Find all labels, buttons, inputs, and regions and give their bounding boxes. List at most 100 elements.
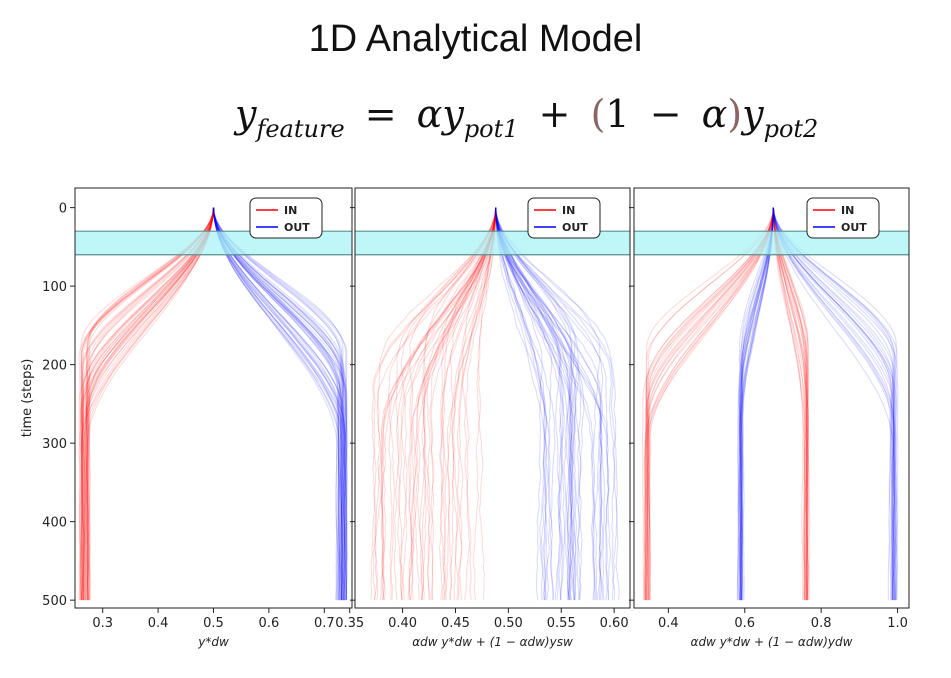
in-trajectory [86,207,215,601]
x-tick-label: 0.6 [259,616,280,631]
in-trajectory [422,207,497,601]
legend-label-out: OUT [284,221,310,234]
in-trajectory [646,207,774,601]
out-trajectory [736,207,774,601]
in-trajectory [649,207,774,601]
out-trajectory [212,207,347,601]
in-trajectory [83,207,215,601]
out-trajectory [212,207,339,601]
in-trajectory [79,207,215,601]
out-trajectory [495,207,580,601]
in-trajectory [395,207,497,601]
out-trajectory [495,207,603,601]
x-tick-label: 0.45 [441,616,470,631]
out-trajectory [495,207,570,601]
in-trajectory [85,207,215,601]
out-trajectory [212,207,346,601]
in-trajectory [772,207,808,601]
in-trajectory [417,207,497,601]
chart-panel-2: 0.35 0.40 0.45 0.50 0.55 0.60 αdw y*dw + (1 − … [335,187,631,649]
in-trajectory [380,207,497,601]
out-trajectory [212,207,348,601]
chart-panel-1: 0.3 0.4 0.5 0.6 0.7 0 100 200 300 400 500 time (ste… [20,187,353,649]
in-trajectory [772,207,806,601]
out-trajectory [212,207,347,601]
in-trajectory [772,207,807,601]
out-trajectory [212,207,348,601]
out-trajectory [495,207,554,601]
in-trajectory [445,207,497,601]
in-trajectory [78,207,215,601]
out-trajectory [772,207,897,601]
out-trajectory [495,207,596,601]
out-trajectory [495,207,585,601]
out-trajectory [739,207,774,601]
out-trajectory [772,207,895,601]
in-trajectory [772,207,808,601]
out-trajectory [739,207,774,601]
out-trajectory [212,207,341,601]
trajectory-lines [370,207,620,601]
y-tick-label: 300 [42,437,67,452]
in-trajectory [772,207,809,601]
out-trajectory [740,207,774,601]
out-trajectory [212,207,341,601]
in-trajectory [447,207,497,601]
axes-frame [633,187,910,609]
in-trajectory [400,207,497,601]
out-trajectory [495,207,570,601]
in-trajectory [772,207,809,601]
out-trajectory [772,207,895,601]
out-trajectory [495,207,565,601]
out-trajectory [212,207,348,601]
in-trajectory [85,207,215,601]
in-trajectory [647,207,774,601]
out-trajectory [738,207,774,601]
in-trajectory [80,207,215,601]
in-trajectory [82,207,215,601]
in-trajectory [421,207,497,601]
out-trajectory [772,207,894,601]
out-trajectory [738,207,774,601]
in-trajectory [643,207,774,601]
out-trajectory [495,207,620,601]
out-trajectory [212,207,340,601]
in-trajectory [80,207,215,601]
in-trajectory [456,207,497,601]
in-trajectory [646,207,774,601]
out-trajectory [212,207,341,601]
out-trajectory [212,207,348,601]
in-trajectory [647,207,774,601]
in-trajectory [644,207,774,601]
in-trajectory [379,207,497,601]
in-trajectory [374,207,497,601]
in-trajectory [84,207,215,601]
out-trajectory [212,207,346,601]
y-tick-label: 200 [42,359,67,374]
out-trajectory [739,207,774,601]
in-trajectory [80,207,215,601]
in-trajectory [80,207,215,601]
in-trajectory [647,207,774,601]
out-trajectory [212,207,340,601]
out-trajectory [495,207,581,601]
in-trajectory [477,207,497,601]
out-trajectory [772,207,898,601]
in-trajectory [79,207,215,601]
x-tick-label: 0.55 [547,616,576,631]
out-trajectory [495,207,565,601]
out-trajectory [495,207,547,601]
out-trajectory [740,207,774,601]
x-axis-label: y*dw [197,635,229,649]
out-trajectory [772,207,896,601]
out-trajectory [212,207,347,601]
in-trajectory [772,207,809,601]
out-trajectory [212,207,344,601]
out-trajectory [212,207,344,601]
out-trajectory [495,207,610,601]
out-trajectory [212,207,343,601]
x-axis-label: αdw y*dw + (1 − αdw)ysw [412,635,573,649]
out-trajectory [495,207,618,601]
in-trajectory [82,207,215,601]
out-trajectory [212,207,348,601]
